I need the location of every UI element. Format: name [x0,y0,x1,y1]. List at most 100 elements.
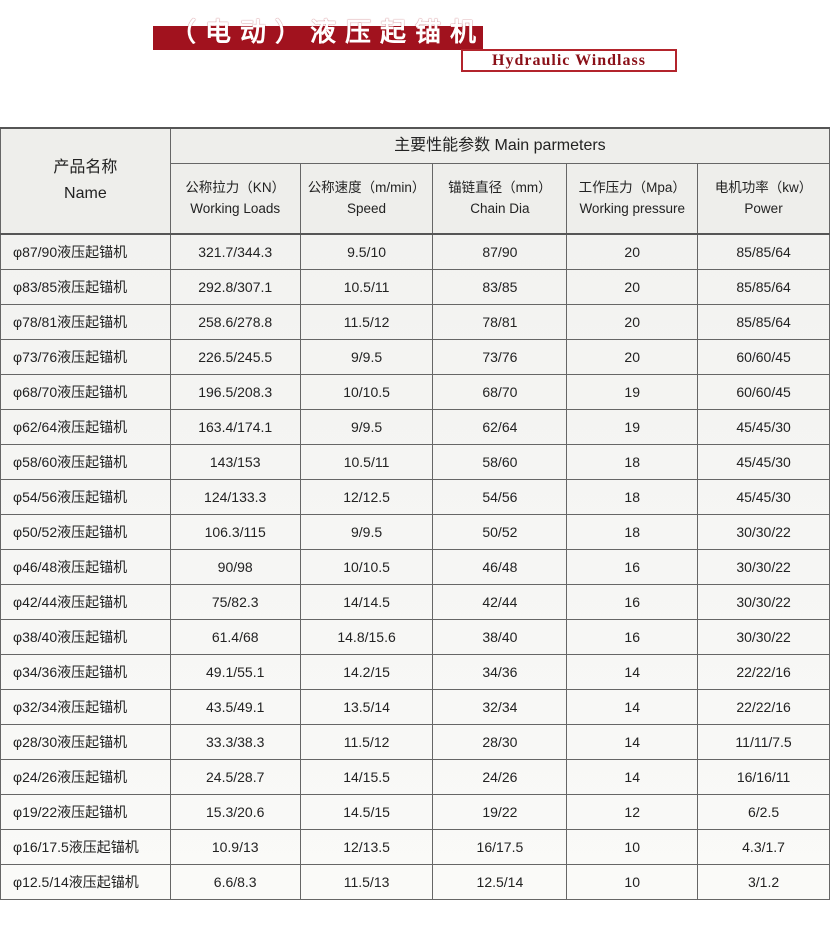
value-cell: 14 [566,758,699,795]
model-name-cell: φ58/60液压起锚机 [0,443,171,480]
value-cell: 14/14.5 [299,583,434,620]
model-name-cell: φ28/30液压起锚机 [0,723,171,760]
model-name-cell: φ87/90液压起锚机 [0,233,171,270]
value-cell: 43.5/49.1 [169,688,301,725]
table-row: φ32/34液压起锚机 43.5/49.1 13.5/14 32/34 14 22/22/… [0,688,830,725]
model-name-cell: φ34/36液压起锚机 [0,653,171,690]
table-row: φ28/30液压起锚机 33.3/38.3 11.5/12 28/30 14 11/11/… [0,723,830,760]
model-name-cell: φ24/26液压起锚机 [0,758,171,795]
model-name-cell: φ68/70液压起锚机 [0,373,171,410]
value-cell: 20 [566,268,699,305]
value-cell: 73/76 [432,338,568,375]
value-cell: 75/82.3 [169,583,301,620]
value-cell: 61.4/68 [169,618,301,655]
value-cell: 14/15.5 [299,758,434,795]
value-cell: 10/10.5 [299,548,434,585]
table-row: φ38/40液压起锚机 61.4/68 14.8/15.6 38/40 16 30/30/… [0,618,830,655]
column-header: 电机功率（kw） Power [697,162,830,235]
value-cell: 50/52 [432,513,568,550]
table-row: φ16/17.5液压起锚机 10.9/13 12/13.5 16/17.5 10 4.3/… [0,828,830,865]
model-name-cell: φ50/52液压起锚机 [0,513,171,550]
value-cell: 9/9.5 [299,408,434,445]
value-cell: 34/36 [432,653,568,690]
model-name-cell: φ19/22液压起锚机 [0,793,171,830]
column-header: 公称拉力（KN） Working Loads [169,162,301,235]
value-cell: 6.6/8.3 [169,863,301,900]
value-cell: 12.5/14 [432,863,568,900]
value-cell: 124/133.3 [169,478,301,515]
value-cell: 33.3/38.3 [169,723,301,760]
value-cell: 12 [566,793,699,830]
value-cell: 54/56 [432,478,568,515]
value-cell: 58/60 [432,443,568,480]
table-row: φ34/36液压起锚机 49.1/55.1 14.2/15 34/36 14 22/22/… [0,653,830,690]
table-row: φ83/85液压起锚机 292.8/307.1 10.5/11 83/85 20 85/8… [0,268,830,305]
value-cell: 45/45/30 [697,478,830,515]
value-cell: 60/60/45 [697,338,830,375]
value-cell: 78/81 [432,303,568,340]
value-cell: 87/90 [432,233,568,270]
value-cell: 18 [566,478,699,515]
value-cell: 22/22/16 [697,688,830,725]
value-cell: 16/16/11 [697,758,830,795]
value-cell: 16 [566,548,699,585]
value-cell: 28/30 [432,723,568,760]
value-cell: 18 [566,443,699,480]
value-cell: 24/26 [432,758,568,795]
page-subtitle: Hydraulic Windlass [461,49,677,72]
value-cell: 3/1.2 [697,863,830,900]
model-name-cell: φ42/44液压起锚机 [0,583,171,620]
value-cell: 85/85/64 [697,268,830,305]
model-name-cell: φ78/81液压起锚机 [0,303,171,340]
value-cell: 46/48 [432,548,568,585]
value-cell: 9.5/10 [299,233,434,270]
model-name-cell: φ54/56液压起锚机 [0,478,171,515]
value-cell: 49.1/55.1 [169,653,301,690]
table-row: φ62/64液压起锚机 163.4/174.1 9/9.5 62/64 19 45/45/… [0,408,830,445]
value-cell: 90/98 [169,548,301,585]
value-cell: 11.5/12 [299,303,434,340]
model-name-cell: φ73/76液压起锚机 [0,338,171,375]
value-cell: 11/11/7.5 [697,723,830,760]
value-cell: 12/12.5 [299,478,434,515]
value-cell: 16/17.5 [432,828,568,865]
value-cell: 20 [566,233,699,270]
value-cell: 32/34 [432,688,568,725]
value-cell: 11.5/12 [299,723,434,760]
value-cell: 85/85/64 [697,303,830,340]
model-name-cell: φ32/34液压起锚机 [0,688,171,725]
value-cell: 143/153 [169,443,301,480]
value-cell: 19/22 [432,793,568,830]
value-cell: 30/30/22 [697,548,830,585]
value-cell: 10.9/13 [169,828,301,865]
value-cell: 106.3/115 [169,513,301,550]
table-row: φ68/70液压起锚机 196.5/208.3 10/10.5 68/70 19 60/6… [0,373,830,410]
value-cell: 15.3/20.6 [169,793,301,830]
table-row: φ42/44液压起锚机 75/82.3 14/14.5 42/44 16 30/30/22 [0,583,830,620]
column-header: 公称速度（m/min） Speed [299,162,434,235]
value-cell: 6/2.5 [697,793,830,830]
value-cell: 14 [566,723,699,760]
model-name-cell: φ83/85液压起锚机 [0,268,171,305]
value-cell: 258.6/278.8 [169,303,301,340]
value-cell: 30/30/22 [697,513,830,550]
value-cell: 321.7/344.3 [169,233,301,270]
value-cell: 45/45/30 [697,408,830,445]
value-cell: 19 [566,408,699,445]
value-cell: 14.2/15 [299,653,434,690]
table-row: φ12.5/14液压起锚机 6.6/8.3 11.5/13 12.5/14 10 3/1.… [0,863,830,900]
value-cell: 85/85/64 [697,233,830,270]
value-cell: 30/30/22 [697,618,830,655]
value-cell: 14 [566,688,699,725]
specs-table: 产品名称 Name 主要性能参数 Main parmeters 公称拉力（KN） W… [0,127,830,900]
model-name-cell: φ62/64液压起锚机 [0,408,171,445]
value-cell: 13.5/14 [299,688,434,725]
value-cell: 14.8/15.6 [299,618,434,655]
value-cell: 38/40 [432,618,568,655]
value-cell: 226.5/245.5 [169,338,301,375]
value-cell: 30/30/22 [697,583,830,620]
model-name-cell: φ12.5/14液压起锚机 [0,863,171,900]
value-cell: 10.5/11 [299,443,434,480]
title-banner [153,26,483,50]
value-cell: 10.5/11 [299,268,434,305]
